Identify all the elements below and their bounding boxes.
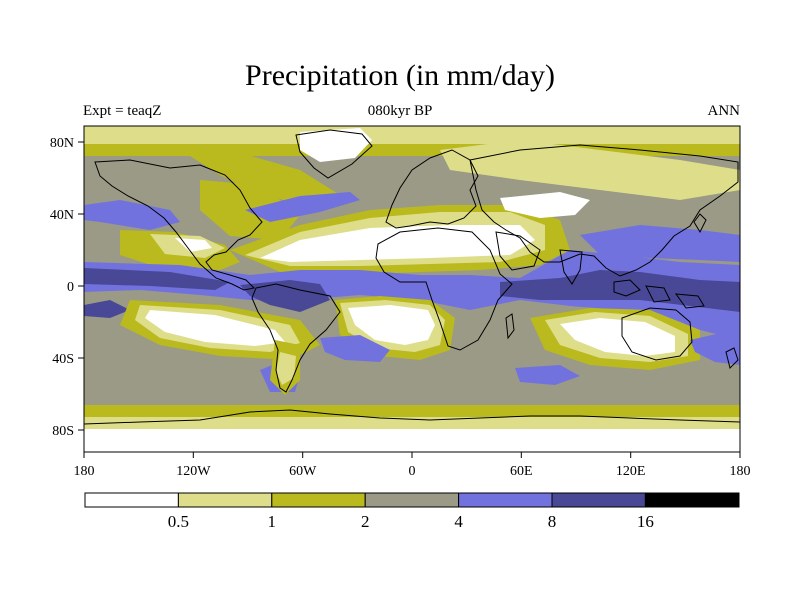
time-period-label: 080kyr BP xyxy=(367,103,433,119)
colorbar-box-gt-16 xyxy=(644,492,740,508)
colorbar: 0.5 1 2 4 8 16 xyxy=(84,492,740,531)
colorbar-box-lt-0.5 xyxy=(84,492,179,508)
experiment-label: Expt = teaqZ xyxy=(83,103,162,119)
map-title: Precipitation (in mm/day) xyxy=(245,59,555,92)
lon-label-120w: 120W xyxy=(176,464,211,479)
colorbar-box-1-2 xyxy=(271,492,366,508)
colorbar-label-8: 8 xyxy=(548,512,557,531)
colorbar-label-0.5: 0.5 xyxy=(168,512,189,531)
colorbar-label-16: 16 xyxy=(637,512,654,531)
lat-label-40s: 40S xyxy=(52,352,74,367)
colorbar-box-4-8 xyxy=(458,492,553,508)
colorbar-label-2: 2 xyxy=(361,512,370,531)
lon-label-180w: 180 xyxy=(74,464,95,479)
lon-label-60e: 60E xyxy=(510,464,533,479)
season-label: ANN xyxy=(707,103,741,119)
colorbar-box-8-16 xyxy=(551,492,646,508)
lon-label-120e: 120E xyxy=(616,464,646,479)
precipitation-field xyxy=(84,126,740,452)
lat-label-80s: 80S xyxy=(52,424,74,439)
colorbar-box-0.5-1 xyxy=(177,492,273,508)
lon-label-0: 0 xyxy=(409,464,416,479)
lon-label-180e: 180 xyxy=(730,464,751,479)
lat-label-40n: 40N xyxy=(50,208,74,223)
lat-label-80n: 80N xyxy=(50,136,74,151)
coastlines xyxy=(84,129,740,425)
lon-label-60w: 60W xyxy=(289,464,317,479)
axis-ticks xyxy=(78,141,741,458)
colorbar-label-4: 4 xyxy=(454,512,463,531)
colorbar-label-1: 1 xyxy=(268,512,277,531)
lat-label-0: 0 xyxy=(67,280,74,295)
colorbar-box-2-4 xyxy=(364,492,460,508)
